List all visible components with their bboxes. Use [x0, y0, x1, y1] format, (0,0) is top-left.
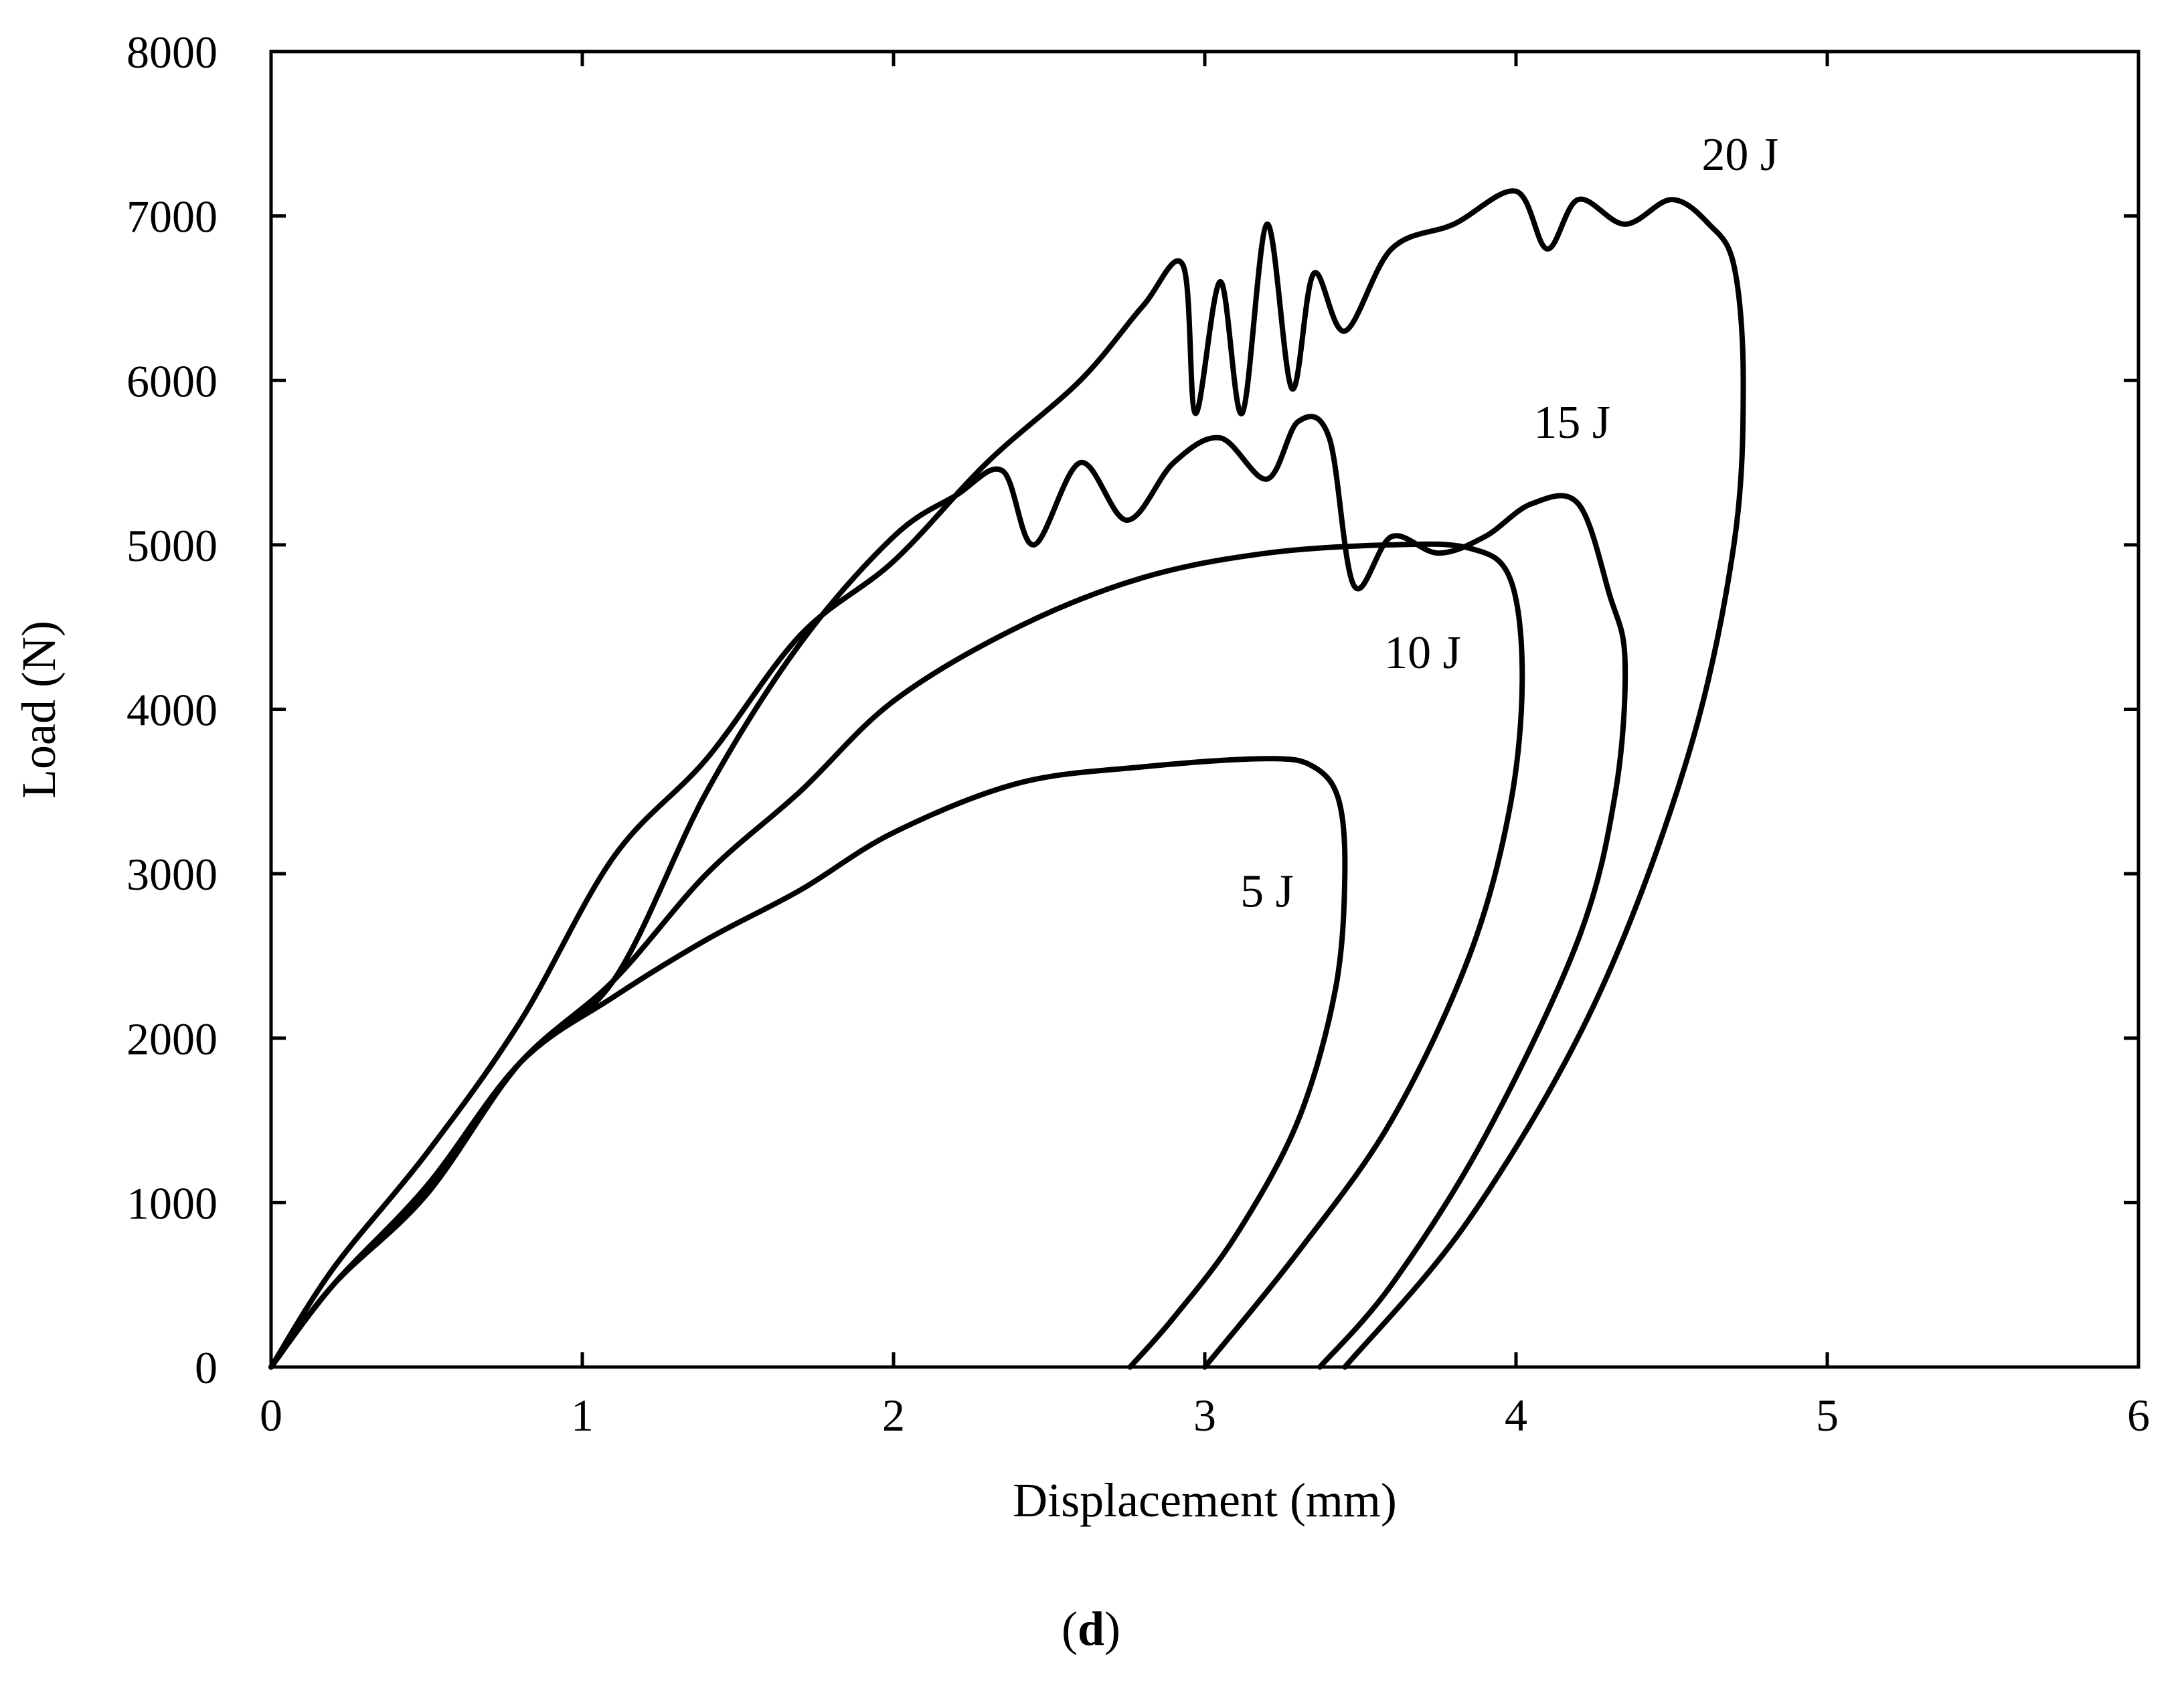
- figure-caption: (d): [1062, 1602, 1120, 1656]
- y-tick-label: 5000: [127, 520, 218, 571]
- series-labels: 5 J 10 J 15 J 20 J: [1240, 129, 1778, 917]
- series-curve-15j: [268, 414, 1628, 1370]
- caption-close: ): [1104, 1602, 1120, 1656]
- y-tick-label: 6000: [127, 355, 218, 406]
- x-axis-title: Displacement (mm): [1013, 1473, 1397, 1527]
- series-label-5j: 5 J: [1240, 866, 1294, 917]
- series-curve-20j: [268, 188, 1746, 1370]
- series-label-15j: 15 J: [1533, 397, 1610, 449]
- y-tick-label: 8000: [127, 27, 218, 78]
- caption-letter: d: [1078, 1602, 1104, 1656]
- caption-open: (: [1062, 1602, 1078, 1656]
- x-tick-label: 6: [2127, 1390, 2150, 1441]
- tick-marks: [271, 52, 2138, 1367]
- x-tick-label: 1: [571, 1390, 594, 1441]
- series-label-10j: 10 J: [1384, 627, 1461, 679]
- y-tick-label: 1000: [127, 1178, 218, 1228]
- plot-frame: [269, 50, 2140, 1369]
- x-tick-label: 0: [260, 1390, 282, 1441]
- x-tick-label: 5: [1816, 1390, 1839, 1441]
- series-label-20j: 20 J: [1701, 129, 1778, 181]
- series-curve-5j: [268, 756, 1348, 1370]
- y-tick-label: 0: [195, 1342, 218, 1393]
- series-curve-10j: [268, 541, 1525, 1370]
- x-tick-label: 3: [1193, 1390, 1216, 1441]
- y-axis-title: Load (N): [12, 621, 66, 799]
- y-tick-label: 3000: [127, 849, 218, 900]
- y-tick-label: 7000: [127, 191, 218, 242]
- tick-labels: 0 1 2 3 4 5 6 0 1000 2000 3000 4000 5000 6000 7000 8000: [127, 27, 2150, 1441]
- series-curves: [268, 188, 1746, 1370]
- y-tick-label: 2000: [127, 1014, 218, 1064]
- y-tick-label: 4000: [127, 685, 218, 736]
- x-tick-label: 4: [1505, 1390, 1527, 1441]
- x-tick-label: 2: [882, 1390, 905, 1441]
